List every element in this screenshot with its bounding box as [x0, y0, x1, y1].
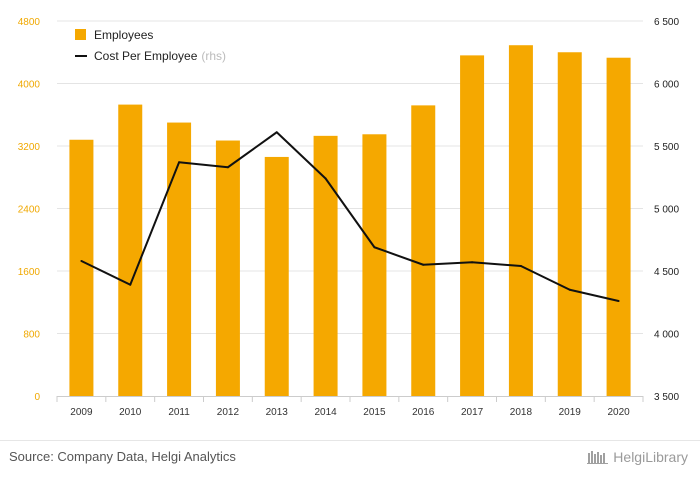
cost-per-employee-point: [519, 265, 522, 267]
grid-lines: [57, 20, 643, 334]
x-tick-label: 2011: [168, 407, 190, 418]
left-axis: 0 800 1600 2400 3200 4000 4800: [18, 17, 41, 403]
x-tick-label: 2010: [119, 407, 142, 418]
bars-group: [69, 45, 631, 396]
employees-bar: [557, 52, 582, 396]
cost-per-employee-point: [178, 161, 181, 164]
left-tick-label: 3200: [18, 142, 41, 153]
cost-per-employee-point: [422, 263, 425, 266]
employees-bar: [118, 104, 143, 396]
right-tick-label: 4 500: [654, 267, 679, 278]
x-tick-label: 2019: [559, 407, 582, 418]
employees-bar: [69, 139, 94, 396]
right-tick-label: 5 500: [654, 142, 679, 153]
x-tick-label: 2015: [363, 407, 386, 418]
x-tick-label: 2020: [607, 407, 630, 418]
left-tick-label: 4000: [18, 80, 41, 91]
cost-per-employee-point: [275, 131, 278, 134]
brand-name: HelgiLibrary: [613, 449, 688, 465]
cost-per-employee-line: [80, 131, 619, 302]
left-tick-label: 0: [34, 392, 40, 403]
x-tick-label: 2012: [217, 407, 240, 418]
x-tick-label: 2009: [70, 407, 93, 418]
left-tick-label: 4800: [18, 17, 41, 28]
cost-per-employee-point: [80, 260, 83, 262]
footer-divider: [0, 440, 700, 441]
employees-bar: [508, 45, 533, 396]
right-tick-label: 5 000: [654, 205, 679, 216]
left-tick-label: 2400: [18, 205, 41, 216]
cost-per-employee-point: [568, 288, 571, 291]
x-tick-label: 2013: [266, 407, 289, 418]
left-tick-label: 800: [23, 330, 40, 341]
right-tick-label: 3 500: [654, 392, 679, 403]
right-tick-label: 6 000: [654, 80, 679, 91]
combo-chart: 0 800 1600 2400 3200 4000 4800 3 500 4 000 4 500…: [18, 17, 680, 418]
right-tick-label: 4 000: [654, 330, 679, 341]
cost-per-employee-point: [617, 300, 620, 302]
cost-per-employee-point: [373, 246, 376, 249]
employees-bar: [215, 140, 240, 396]
employees-bar: [411, 105, 436, 396]
employees-bar: [460, 55, 485, 396]
cost-per-employee-point: [226, 166, 229, 169]
employees-bar: [264, 156, 289, 396]
x-tick-label: 2014: [314, 407, 337, 418]
right-axis: 3 500 4 000 4 500 5 000 5 500 6 000 6 500: [654, 17, 679, 403]
x-tick-label: 2016: [412, 407, 435, 418]
employees-bar: [362, 134, 387, 396]
legend-label-cost-per-employee: Cost Per Employee (rhs): [94, 49, 226, 63]
employees-bar: [167, 122, 192, 396]
cost-per-employee-point: [324, 177, 327, 180]
employees-bar: [606, 57, 631, 396]
line-group: [80, 131, 620, 302]
right-tick-label: 6 500: [654, 17, 679, 28]
library-icon: [587, 451, 609, 464]
employees-bar: [313, 135, 338, 396]
source-note: Source: Company Data, Helgi Analytics: [9, 449, 236, 464]
legend: Employees Cost Per Employee (rhs): [75, 28, 226, 63]
x-tick-label: 2018: [510, 407, 533, 418]
left-tick-label: 1600: [18, 267, 41, 278]
x-axis: 2009 2010 2011 2012 2013 2014 2015 2016 2017 2018…: [56, 396, 644, 418]
legend-swatch-employees: [75, 29, 86, 40]
legend-label-employees: Employees: [94, 28, 153, 42]
cost-per-employee-point: [471, 261, 474, 264]
cost-per-employee-point: [129, 283, 132, 286]
x-tick-label: 2017: [461, 407, 484, 418]
brand-logo: HelgiLibrary: [587, 449, 688, 465]
